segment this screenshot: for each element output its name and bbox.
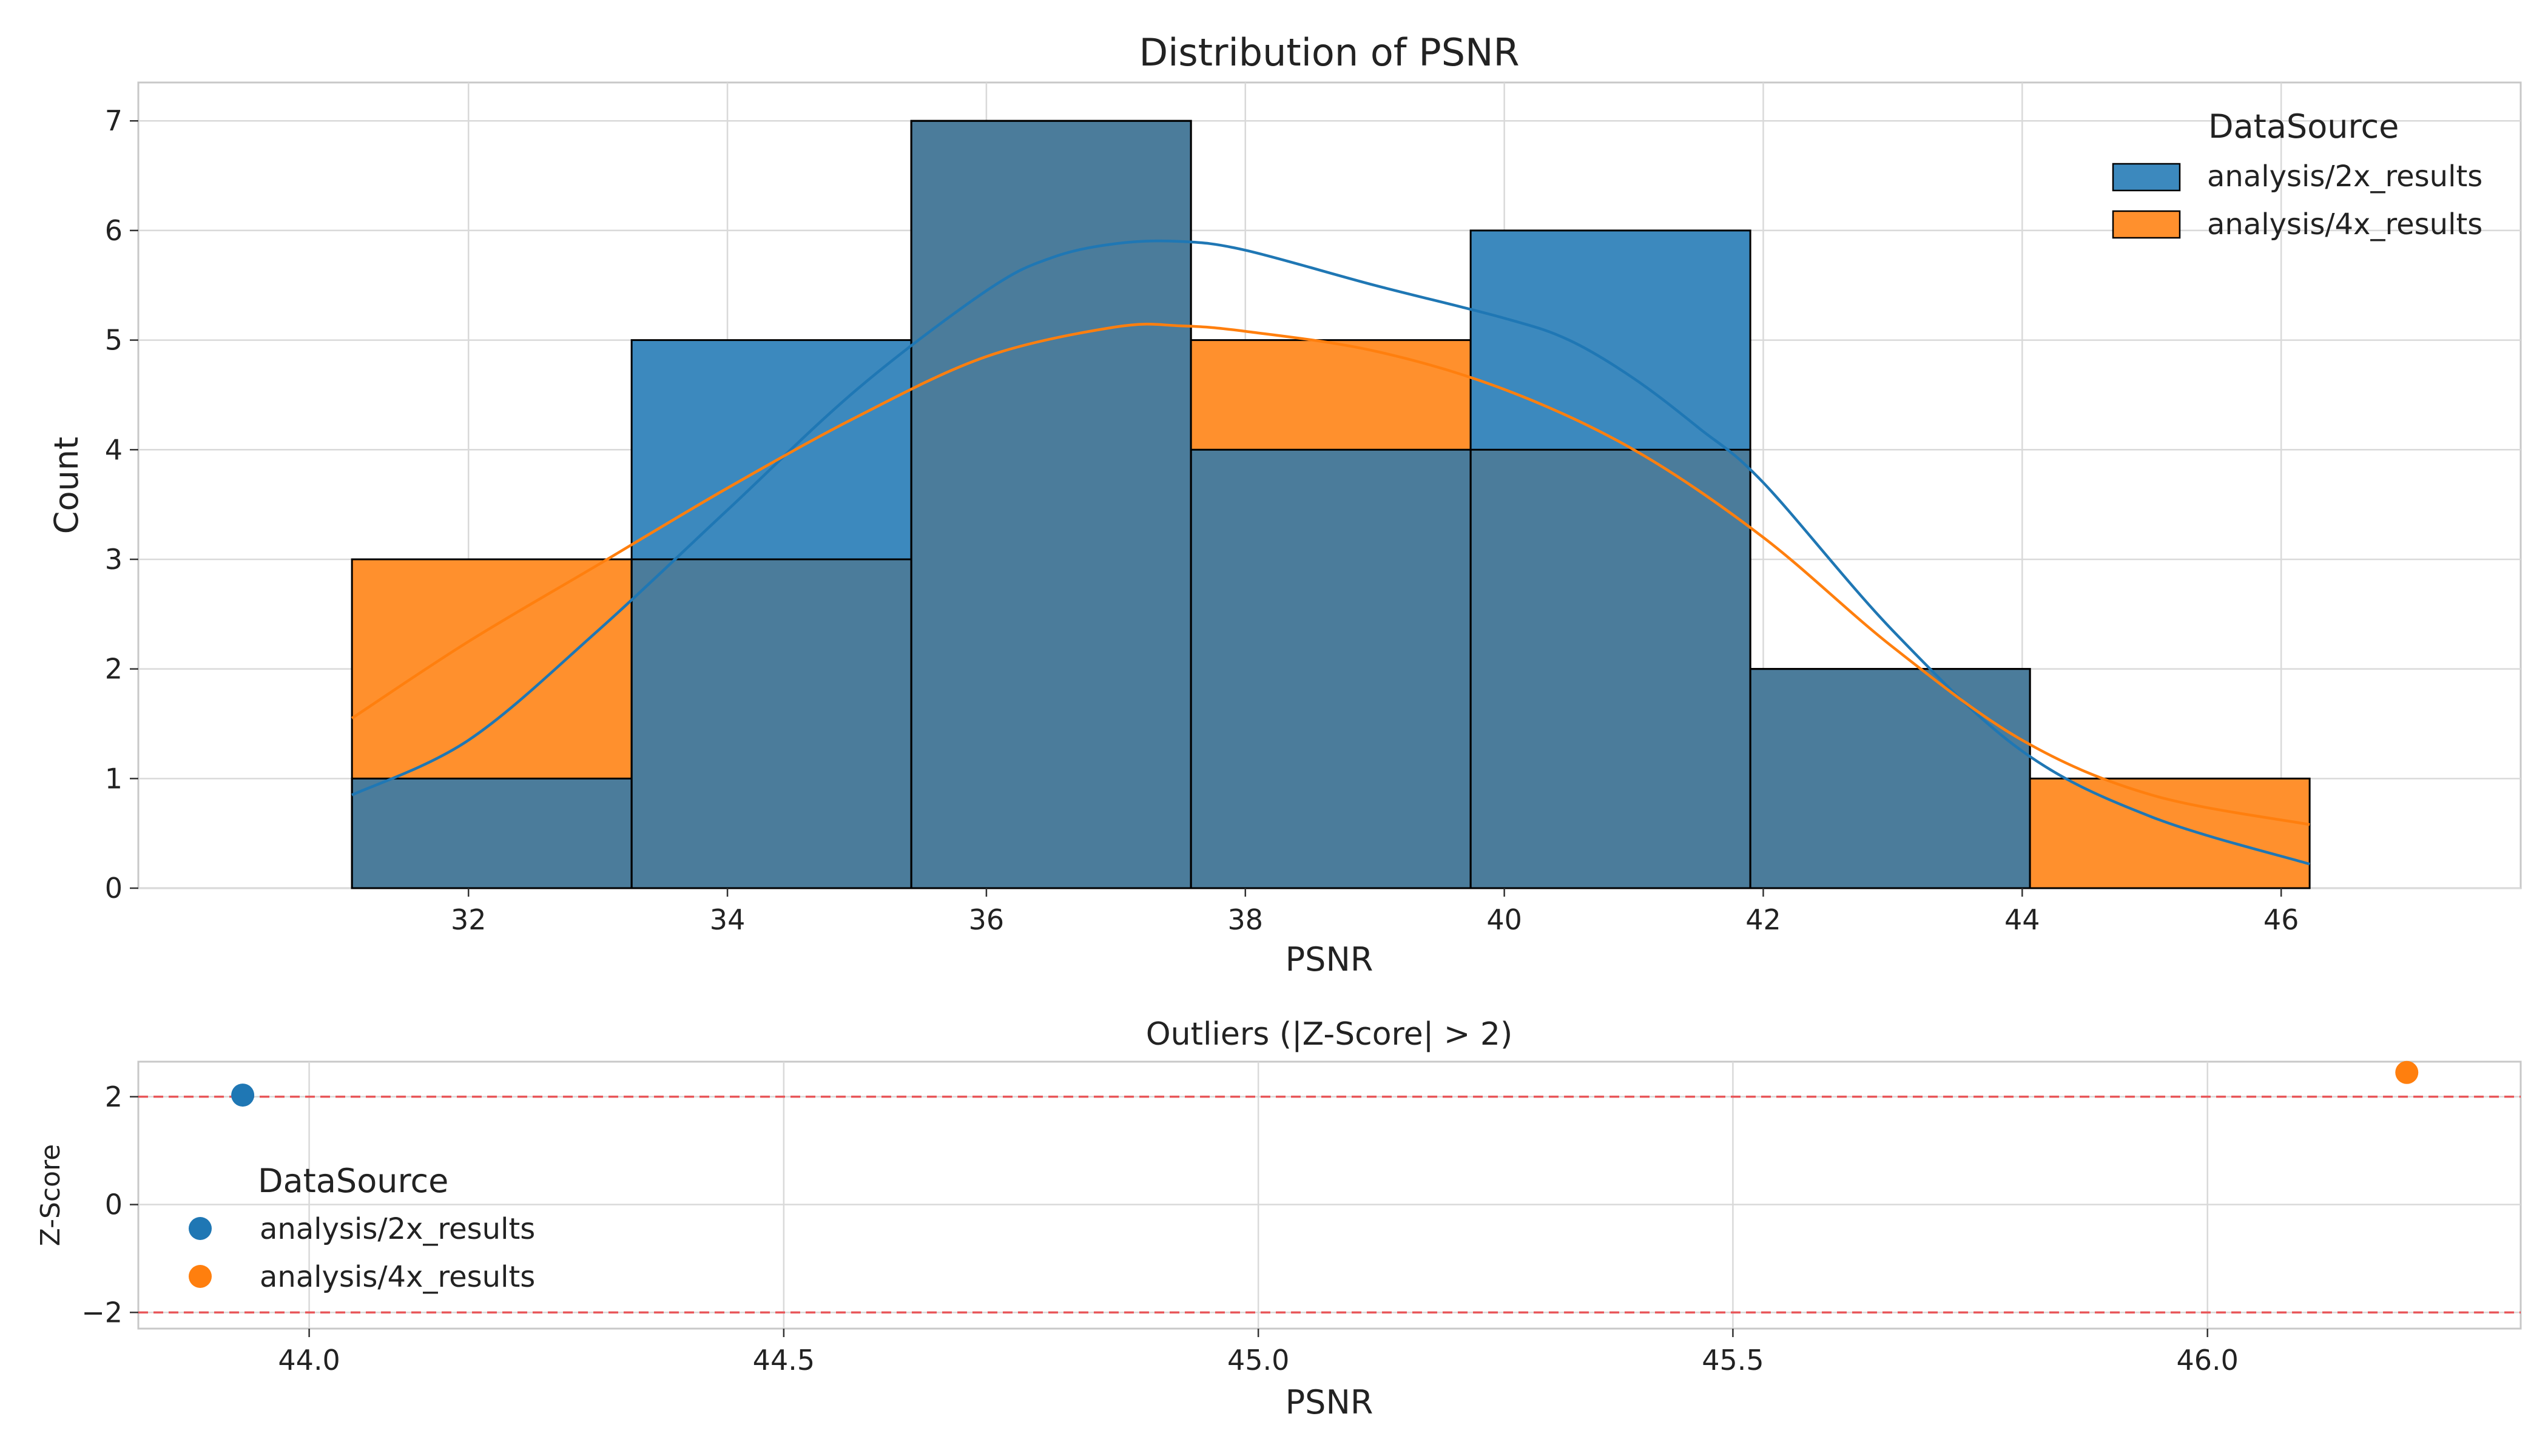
outliers-legend-label-4x: analysis/4x_results bbox=[260, 1260, 535, 1294]
histogram-bars bbox=[351, 120, 2311, 889]
histogram-bar-overlap bbox=[1471, 450, 1751, 888]
x-tick-label: 32 bbox=[451, 903, 487, 936]
histogram-kde-curves bbox=[351, 239, 2310, 866]
outliers-title: Outliers (|Z-Score| > 2) bbox=[1146, 1016, 1513, 1053]
x-tick-label: 34 bbox=[710, 903, 746, 936]
histogram-legend-title: DataSource bbox=[2208, 107, 2399, 146]
outliers-axes-frame bbox=[137, 1060, 2522, 1330]
y-tick-label: 1 bbox=[105, 762, 123, 795]
y-tick-label: 0 bbox=[105, 1188, 123, 1221]
x-tick-label: 42 bbox=[1745, 903, 1781, 936]
histogram-legend: DataSource analysis/2x_results analysis/… bbox=[2112, 107, 2482, 241]
outliers-points bbox=[231, 1060, 2419, 1107]
x-tick-label: 36 bbox=[969, 903, 1005, 936]
y-tick-label: 2 bbox=[105, 653, 123, 686]
y-tick-label: 4 bbox=[105, 433, 123, 466]
x-tick-label: 45.5 bbox=[1702, 1344, 1764, 1377]
x-tick-label: 44 bbox=[2004, 903, 2040, 936]
x-tick-label: 40 bbox=[1486, 903, 1522, 936]
y-tick-label: 7 bbox=[105, 104, 123, 137]
histogram-bar-excess-4x bbox=[352, 559, 632, 779]
histogram-bar-overlap bbox=[352, 778, 632, 888]
histogram-legend-label-4x: analysis/4x_results bbox=[2207, 207, 2482, 241]
x-tick-label: 45.0 bbox=[1227, 1344, 1289, 1377]
y-tick-label: 0 bbox=[105, 872, 123, 905]
outliers-threshold-lines bbox=[138, 1096, 2521, 1314]
outliers-y-axis-label: Z-Score bbox=[35, 1144, 66, 1246]
histogram-legend-label-2x: analysis/2x_results bbox=[2207, 160, 2482, 194]
histogram-bar-overlap bbox=[632, 559, 912, 888]
histogram-bar-overlap bbox=[1750, 669, 2031, 888]
histogram-bar-excess-4x bbox=[2030, 778, 2310, 888]
histogram-x-axis-label: PSNR bbox=[1286, 940, 1373, 979]
y-tick-label: 3 bbox=[105, 543, 123, 576]
histogram-y-axis-label: Count bbox=[47, 437, 86, 534]
histogram-bar-overlap bbox=[911, 121, 1191, 889]
y-tick-label: 6 bbox=[105, 214, 123, 247]
legend-marker-4x bbox=[189, 1265, 212, 1288]
outliers-legend-title: DataSource bbox=[258, 1162, 448, 1200]
outliers-legend-label-2x: analysis/2x_results bbox=[260, 1212, 535, 1246]
outlier-point-4x bbox=[2395, 1060, 2419, 1084]
legend-swatch-2x bbox=[2112, 163, 2181, 192]
y-tick-label: 2 bbox=[105, 1080, 123, 1113]
x-tick-label: 38 bbox=[1228, 903, 1264, 936]
histogram-bar-excess-2x bbox=[1471, 230, 1751, 450]
x-tick-label: 46 bbox=[2263, 903, 2299, 936]
outliers-y-ticks: 2 0 −2 bbox=[81, 1080, 138, 1329]
histogram-bar-outline-4x bbox=[2029, 777, 2311, 889]
legend-marker-2x bbox=[189, 1217, 212, 1240]
legend-swatch-4x bbox=[2112, 210, 2181, 239]
histogram-x-ticks: 32 34 36 38 40 42 44 46 bbox=[451, 888, 2299, 936]
outliers-x-axis-label: PSNR bbox=[1286, 1383, 1373, 1421]
outliers-x-ticks: 44.0 44.5 45.0 45.5 46.0 bbox=[278, 1329, 2239, 1377]
histogram-bar-overlap bbox=[1191, 450, 1471, 888]
x-tick-label: 44.0 bbox=[278, 1344, 340, 1377]
kde-curve-2x bbox=[351, 239, 2310, 866]
histogram-y-ticks: 0 1 2 3 4 5 6 7 bbox=[105, 104, 138, 905]
x-tick-label: 46.0 bbox=[2176, 1344, 2238, 1377]
outliers-panel: 44.0 44.5 45.0 45.5 46.0 2 0 −2 Outliers (|Z-S… bbox=[35, 1016, 2522, 1421]
y-tick-label: −2 bbox=[81, 1296, 123, 1329]
outliers-legend: DataSource analysis/2x_results analysis/… bbox=[189, 1162, 535, 1294]
histogram-bar-excess-4x bbox=[1191, 340, 1471, 450]
x-tick-label: 44.5 bbox=[753, 1344, 815, 1377]
histogram-title: Distribution of PSNR bbox=[1139, 30, 1519, 75]
histogram-bar-excess-2x bbox=[632, 340, 912, 559]
kde-curve-4x bbox=[351, 323, 2310, 826]
outlier-point-2x bbox=[231, 1084, 255, 1107]
y-tick-label: 5 bbox=[105, 324, 123, 357]
